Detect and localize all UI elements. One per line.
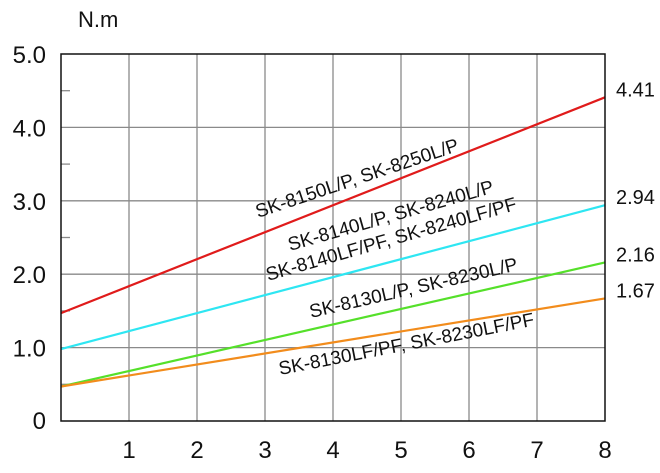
x-tick-label: 7: [530, 437, 543, 464]
y-tick-label: 5.0: [13, 42, 46, 69]
series-line-3: [60, 297, 606, 388]
y-tick-label: 1.0: [13, 336, 46, 363]
x-tick-label: 3: [258, 437, 271, 464]
series-end-label-0: 4.41: [616, 79, 655, 101]
y-axis-unit-label: N.m: [78, 7, 118, 32]
series-end-label-2: 2.16: [616, 244, 655, 266]
x-tick-label: 1: [122, 437, 135, 464]
y-tick-label: 0: [33, 408, 46, 435]
y-tick-label: 2.0: [13, 262, 46, 289]
x-tick-label: 5: [394, 437, 407, 464]
series-line-1: [60, 204, 606, 351]
series-end-label-3: 1.67: [616, 280, 655, 302]
y-tick-label: 3.0: [13, 189, 46, 216]
x-tick-label: 6: [462, 437, 475, 464]
series-line-2: [60, 261, 606, 388]
x-tick-label: 8: [598, 437, 611, 464]
series-lines: [60, 96, 606, 388]
x-tick-labels: 1 2 3 4 5 6 7 8: [122, 437, 611, 464]
x-tick-label: 4: [326, 437, 339, 464]
plot-frame: [60, 53, 606, 422]
grid-lines: [61, 54, 605, 421]
series-end-label-1: 2.94: [616, 187, 655, 209]
y-tick-labels: 0 1.0 2.0 3.0 4.0 5.0: [13, 42, 46, 435]
y-tick-label: 4.0: [13, 115, 46, 142]
series-end-labels: 4.41 2.94 2.16 1.67: [616, 79, 655, 302]
x-tick-label: 2: [190, 437, 203, 464]
series-line-0: [60, 96, 606, 315]
